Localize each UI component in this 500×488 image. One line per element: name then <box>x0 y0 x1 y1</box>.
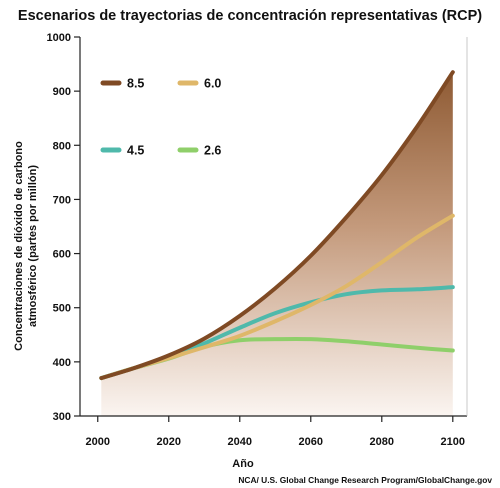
y-tick-label: 800 <box>53 140 71 152</box>
legend-label-2-6: 2.6 <box>204 144 221 158</box>
y-axis-title-line-2: atmosférico (partes por millón) <box>27 165 39 327</box>
legend-label-8-5: 8.5 <box>127 77 144 91</box>
chart-title: Escenarios de trayectorias de concentrac… <box>17 8 483 24</box>
y-tick-label: 300 <box>53 411 71 423</box>
x-tick-label: 2000 <box>86 436 110 448</box>
x-tick-label: 2040 <box>228 436 252 448</box>
y-tick-label: 700 <box>53 194 71 206</box>
y-tick-label: 500 <box>53 303 71 315</box>
y-tick-label: 600 <box>53 249 71 261</box>
x-axis-title: Año <box>232 458 254 470</box>
y-axis-title-line-1: Concentraciones de dióxido de carbono <box>13 141 25 351</box>
x-tick-label: 2060 <box>299 436 323 448</box>
x-tick-label: 2020 <box>157 436 181 448</box>
legend-label-4-5: 4.5 <box>127 144 144 158</box>
rcp-8-5-shaded-area <box>101 72 453 416</box>
series-line-8-5 <box>99 70 455 381</box>
y-tick-label: 1000 <box>47 32 71 44</box>
x-tick-label: 2100 <box>441 436 465 448</box>
x-tick-label: 2080 <box>370 436 394 448</box>
source-credit: NCA/ U.S. Global Change Research Program… <box>238 475 492 485</box>
legend-label-6-0: 6.0 <box>204 77 221 91</box>
y-tick-label: 900 <box>53 86 71 98</box>
y-tick-label: 400 <box>53 357 71 369</box>
